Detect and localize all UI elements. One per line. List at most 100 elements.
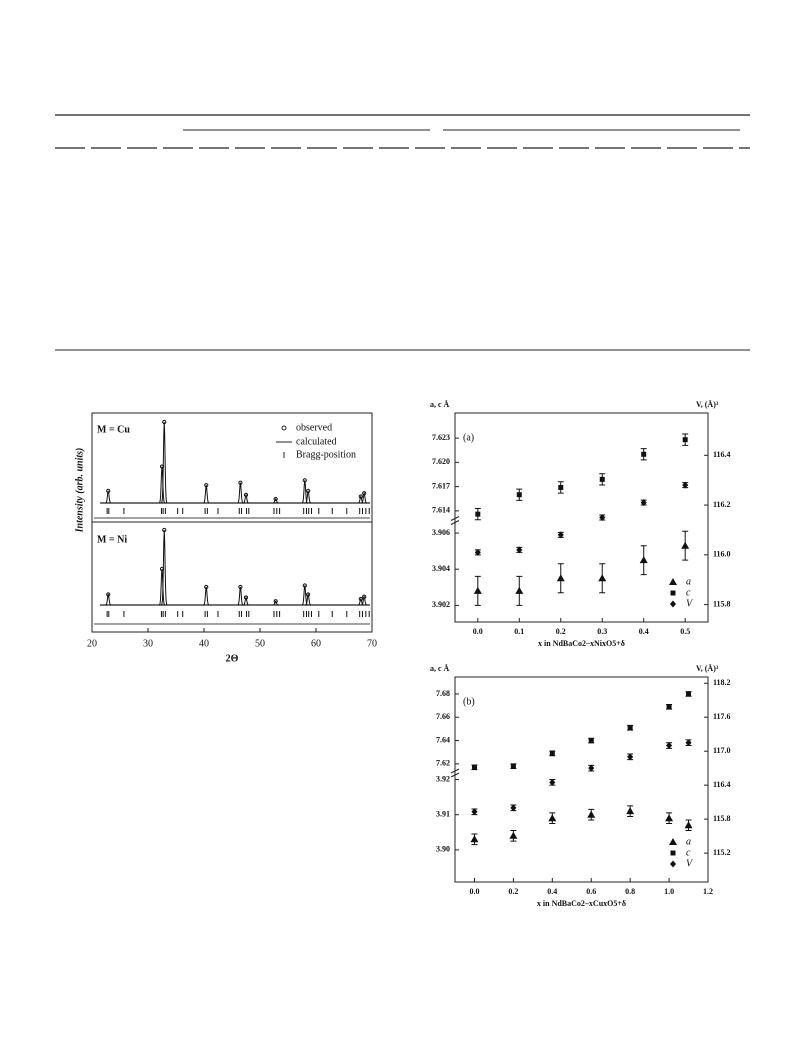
observed-point xyxy=(106,592,111,597)
observed-point xyxy=(238,584,243,590)
marker-c xyxy=(666,704,672,710)
legend-label: V xyxy=(686,598,694,609)
x-axis-label: x in NdBaCo2–xCuxO5+δ xyxy=(537,899,626,908)
marker-c xyxy=(686,691,692,697)
observed-point xyxy=(243,492,249,497)
marker-a xyxy=(556,574,565,582)
observed-point xyxy=(306,488,311,493)
marker-v xyxy=(682,481,689,489)
observed-point xyxy=(302,583,307,588)
x-tick-label: 0.8 xyxy=(625,887,635,896)
observed-point xyxy=(162,527,167,533)
marker-v xyxy=(588,764,595,772)
legend-label: c xyxy=(686,847,691,858)
x-axis-label: 2Θ xyxy=(226,653,239,664)
y2-tick-label: 118.2 xyxy=(713,678,731,687)
legend-label: a xyxy=(686,576,691,587)
x-tick-label: 0.2 xyxy=(508,887,518,896)
observed-point xyxy=(106,488,111,493)
calculated-peak xyxy=(361,595,367,606)
y-tick-label: 7.66 xyxy=(436,712,450,721)
observed-point xyxy=(273,496,278,502)
marker-a xyxy=(548,814,557,822)
observed-point xyxy=(362,491,367,496)
calculated-peak xyxy=(105,490,112,504)
marker-a xyxy=(684,821,693,829)
marker-v xyxy=(627,753,634,761)
calculated-peak xyxy=(305,490,312,504)
calculated-peak xyxy=(272,600,279,606)
y2-tick-label: 115.2 xyxy=(713,848,731,857)
marker-a xyxy=(598,574,607,582)
x-tick-label: 70 xyxy=(367,638,377,649)
y-tick-label: 7.64 xyxy=(436,735,450,744)
marker-c xyxy=(516,492,522,498)
calculated-peak xyxy=(158,466,166,504)
legend-label: Bragg-position xyxy=(296,449,356,460)
x-axis-label: x in NdBaCo2–xNixO5+δ xyxy=(538,639,625,648)
panel-label: M = Ni xyxy=(97,534,127,545)
y2-tick-label: 115.8 xyxy=(713,814,731,823)
y-axis-label: a, c Å xyxy=(430,664,450,673)
y2-tick-label: 116.0 xyxy=(713,550,731,559)
panel-label: (a) xyxy=(463,432,474,443)
x-tick-label: 50 xyxy=(255,638,265,649)
x-tick-label: 0.0 xyxy=(469,887,479,896)
legend-label: c xyxy=(686,587,691,598)
axis-break xyxy=(450,516,460,525)
legend-symbol xyxy=(670,590,676,596)
calculated-peak xyxy=(161,421,168,504)
marker-c xyxy=(475,511,481,517)
observed-point xyxy=(204,483,209,488)
panel-label: M = Cu xyxy=(97,424,130,435)
marker-v xyxy=(516,546,523,554)
marker-a xyxy=(470,835,479,843)
y-tick-label: 7.620 xyxy=(432,457,450,466)
y2-tick-label: 116.4 xyxy=(713,780,731,789)
y2-axis-label: V, (Å)³ xyxy=(696,400,719,409)
y-tick-label: 7.62 xyxy=(436,759,450,768)
calculated-peak xyxy=(243,596,249,606)
marker-c xyxy=(558,484,564,490)
x-tick-label: 0.4 xyxy=(547,887,557,896)
x-tick-label: 0.3 xyxy=(597,627,607,636)
table-frame xyxy=(55,114,750,351)
x-tick-label: 0.6 xyxy=(586,887,596,896)
x-tick-label: 0.0 xyxy=(473,627,483,636)
y2-tick-label: 115.8 xyxy=(713,599,731,608)
marker-c xyxy=(641,451,647,457)
y2-tick-label: 117.0 xyxy=(713,746,731,755)
marker-c xyxy=(471,764,477,770)
y-tick-label: 3.906 xyxy=(432,528,450,537)
x-tick-label: 0.5 xyxy=(680,627,690,636)
y-tick-label: 7.68 xyxy=(436,689,450,698)
observed-point xyxy=(302,478,307,483)
marker-c xyxy=(599,476,605,482)
marker-c xyxy=(682,437,688,443)
observed-point xyxy=(358,596,363,602)
calculated-peak xyxy=(203,485,210,504)
calculated-peak xyxy=(105,592,112,606)
calculated-peak xyxy=(237,482,244,504)
y-tick-label: 3.90 xyxy=(436,845,450,854)
x-tick-label: 0.1 xyxy=(514,627,524,636)
legend-symbol xyxy=(669,838,677,845)
marker-c xyxy=(549,750,555,756)
legend-symbol xyxy=(670,600,676,608)
y-tick-label: 3.902 xyxy=(432,600,450,609)
y2-axis-label: V, (Å)³ xyxy=(696,664,719,673)
y-tick-label: 3.904 xyxy=(432,564,450,573)
y2-tick-label: 116.2 xyxy=(713,500,731,509)
y-tick-label: 7.623 xyxy=(432,433,450,442)
legend-label: a xyxy=(686,836,691,847)
marker-a xyxy=(587,810,596,818)
x-tick-label: 60 xyxy=(311,638,321,649)
plot-frame xyxy=(454,412,709,623)
x-tick-label: 0.2 xyxy=(556,627,566,636)
calculated-peak xyxy=(305,592,311,606)
marker-v xyxy=(599,514,606,521)
marker-c xyxy=(510,763,516,769)
marker-a xyxy=(473,586,482,594)
marker-v xyxy=(557,531,564,539)
